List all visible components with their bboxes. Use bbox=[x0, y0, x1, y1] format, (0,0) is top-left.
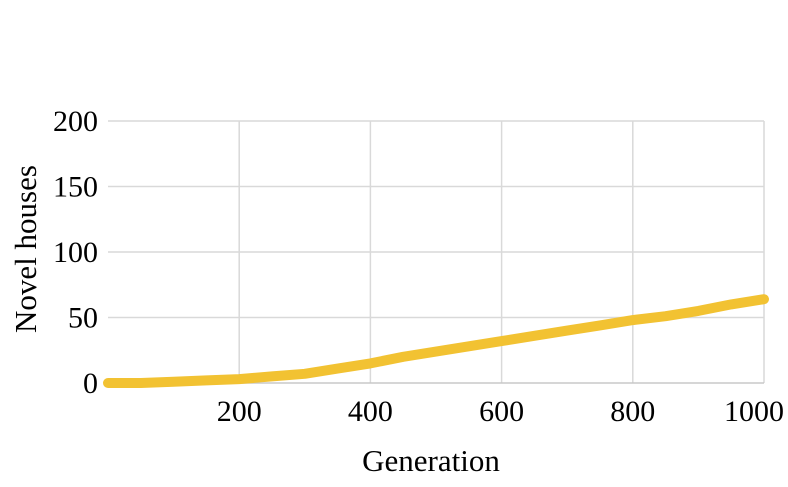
y-tick-label: 0 bbox=[83, 367, 98, 400]
y-axis-title: Novel houses bbox=[8, 165, 43, 333]
y-tick-label: 100 bbox=[53, 236, 98, 269]
x-tick-label: 800 bbox=[610, 395, 655, 428]
x-axis-title: Generation bbox=[362, 443, 500, 478]
series-layer bbox=[103, 294, 769, 388]
tick-labels: 0 50 100 150 200 200 400 600 800 1000 bbox=[53, 105, 784, 428]
x-tick-label: 1000 bbox=[724, 395, 784, 428]
x-tick-label: 400 bbox=[348, 395, 393, 428]
y-tick-label: 200 bbox=[53, 105, 98, 138]
x-tick-label: 200 bbox=[217, 395, 262, 428]
y-tick-label: 150 bbox=[53, 171, 98, 204]
grid bbox=[108, 120, 765, 383]
y-tick-label: 50 bbox=[68, 302, 98, 335]
x-tick-label: 600 bbox=[479, 395, 524, 428]
series-line bbox=[103, 294, 769, 388]
